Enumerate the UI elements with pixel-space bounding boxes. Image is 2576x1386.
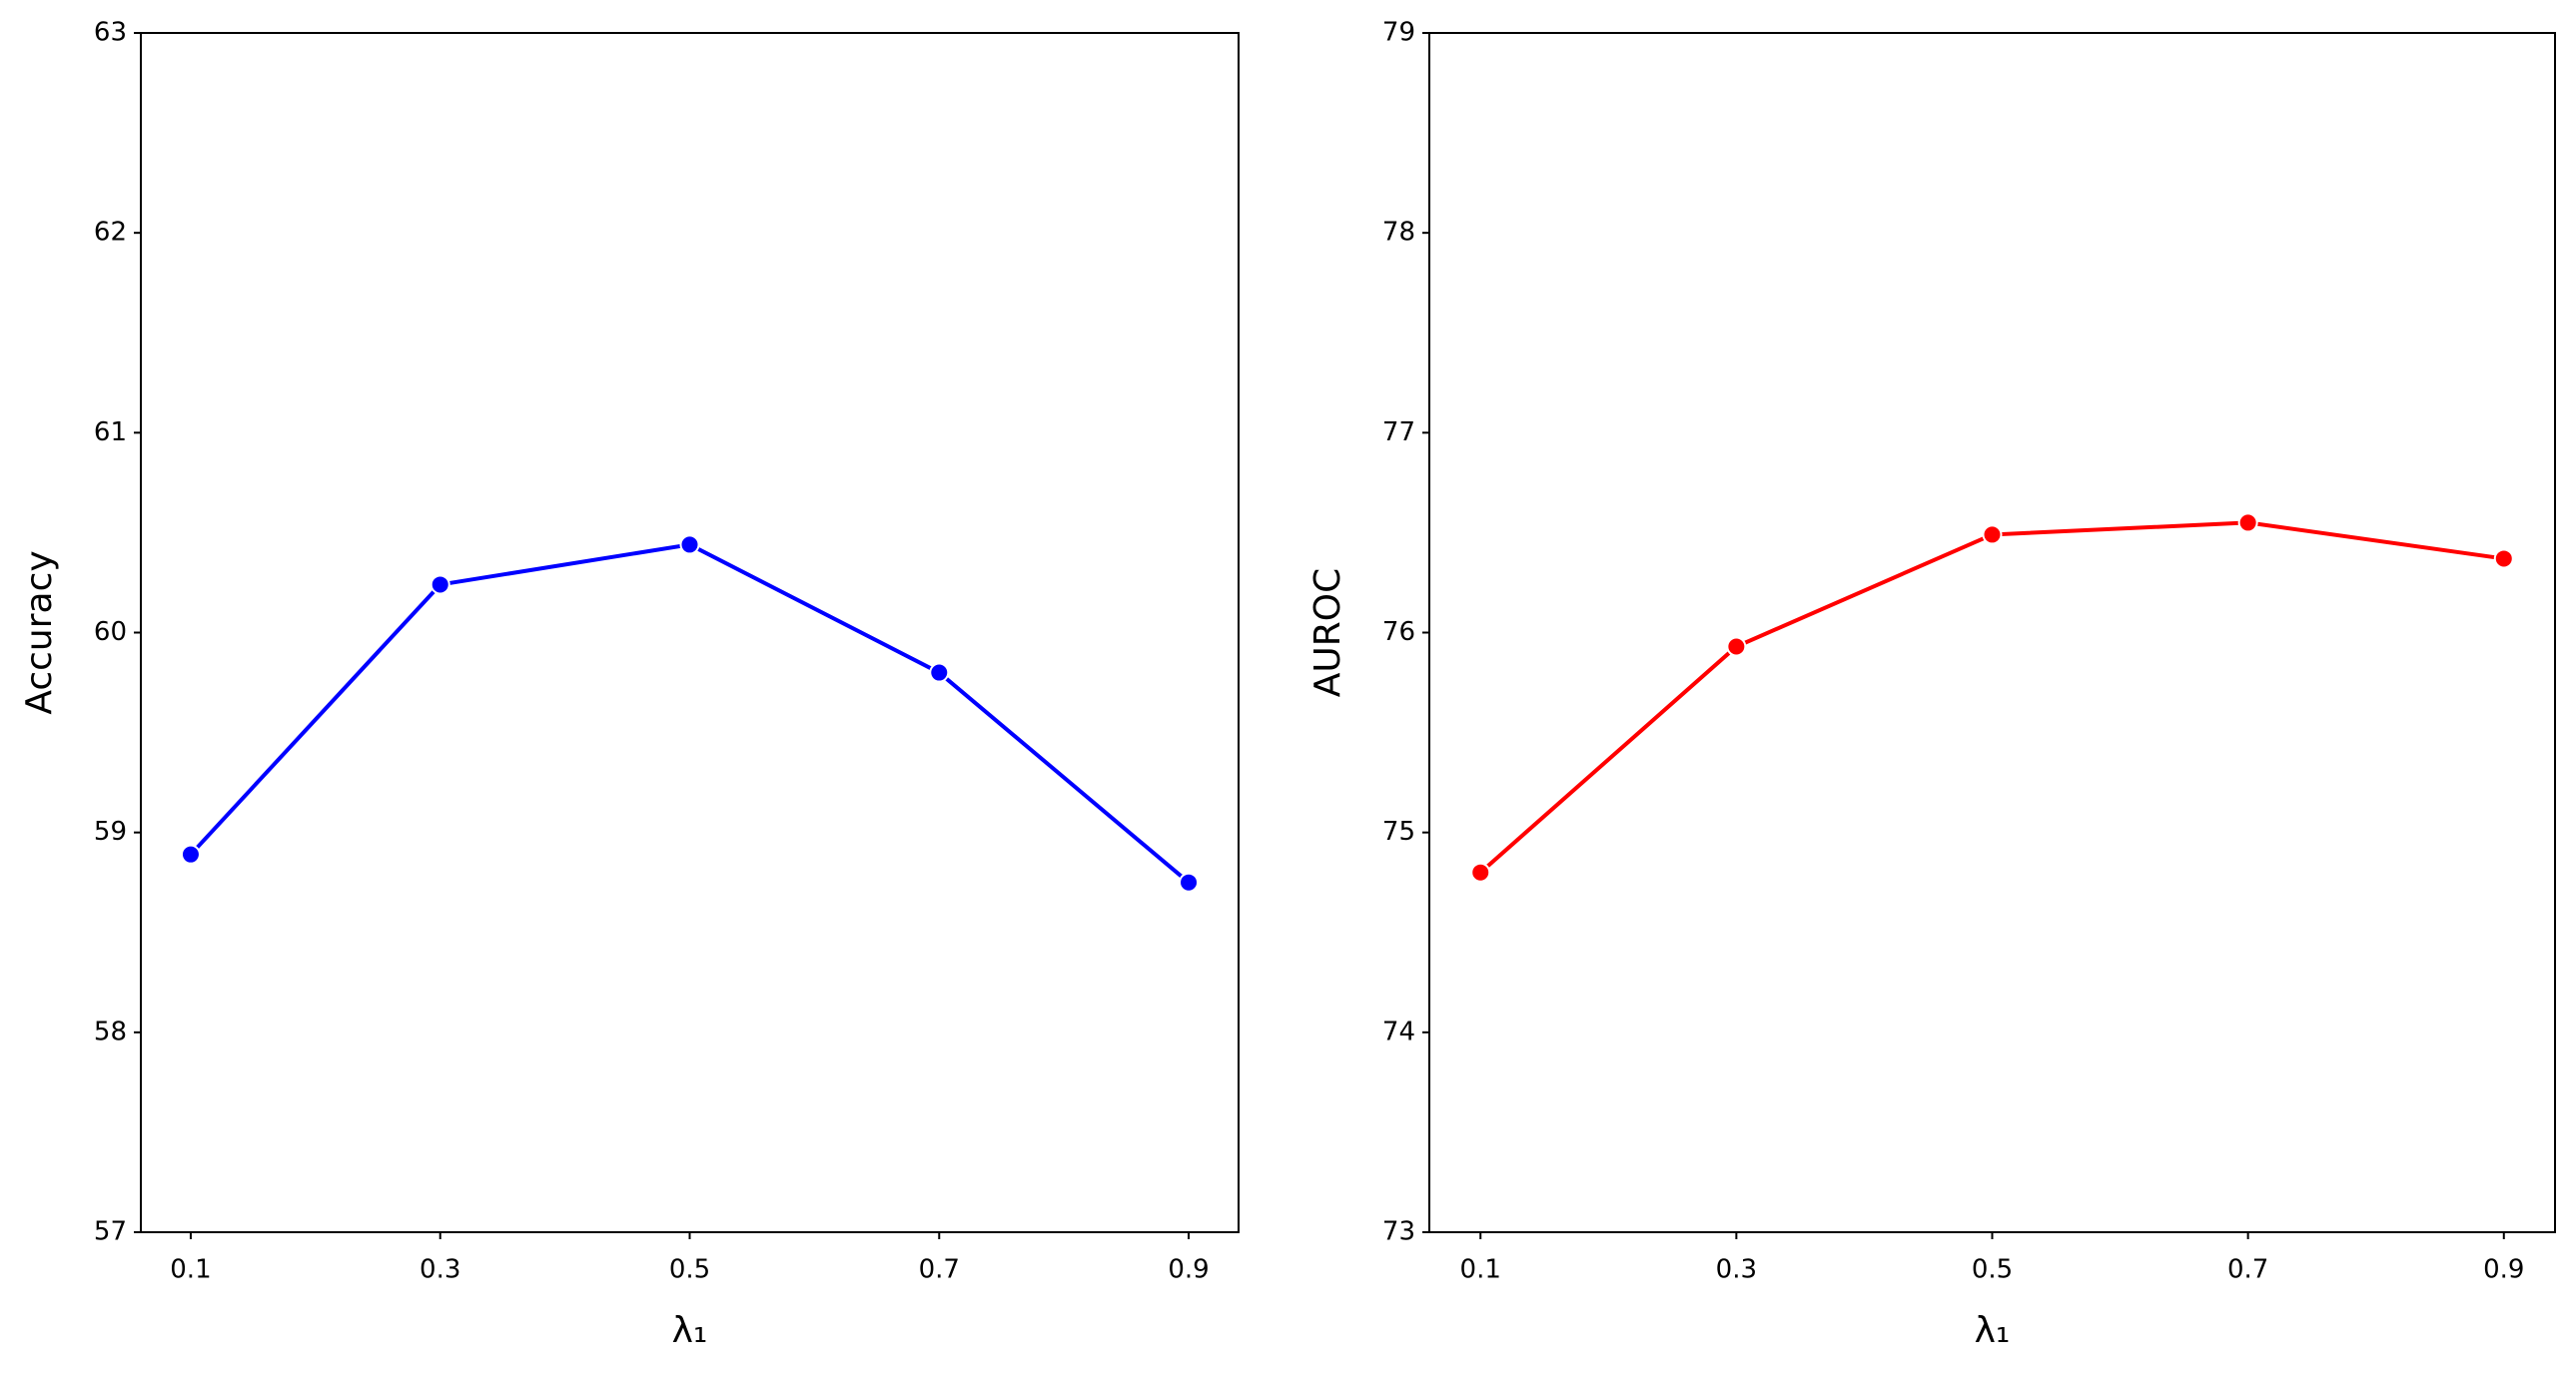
- y-tick-label: 60: [94, 617, 127, 647]
- marker: [2493, 548, 2514, 569]
- x-axis-label: λ₁: [672, 1310, 708, 1351]
- y-tick-label: 57: [94, 1217, 127, 1247]
- x-tick-label: 0.3: [420, 1255, 460, 1285]
- x-tick-label: 0.9: [1168, 1255, 1209, 1285]
- y-tick-label: 75: [1382, 817, 1415, 847]
- x-tick-label: 0.1: [170, 1255, 211, 1285]
- y-axis-label: AUROC: [1307, 568, 1348, 697]
- y-tick-label: 73: [1382, 1217, 1415, 1247]
- marker: [429, 574, 450, 595]
- x-tick-label: 0.7: [2227, 1255, 2268, 1285]
- y-tick-label: 61: [94, 417, 127, 447]
- marker: [1179, 872, 1200, 893]
- axes-frame: [140, 32, 1240, 1233]
- line: [189, 542, 1191, 885]
- axes-frame: [1428, 32, 2556, 1233]
- x-tick-label: 0.1: [1460, 1255, 1501, 1285]
- x-tick-label: 0.9: [2483, 1255, 2524, 1285]
- marker: [2237, 512, 2258, 533]
- y-tick-label: 59: [94, 817, 127, 847]
- marker: [180, 844, 201, 865]
- marker: [929, 662, 950, 683]
- y-tick-label: 74: [1382, 1017, 1415, 1046]
- y-axis-label: Accuracy: [19, 550, 60, 714]
- marker: [1726, 636, 1747, 657]
- x-tick-label: 0.7: [919, 1255, 960, 1285]
- x-tick-label: 0.3: [1716, 1255, 1757, 1285]
- marker: [1470, 862, 1491, 883]
- marker: [679, 534, 700, 555]
- line: [1478, 520, 2505, 875]
- x-axis-label: λ₁: [1975, 1310, 2011, 1351]
- y-tick-label: 62: [94, 218, 127, 248]
- y-tick-label: 76: [1382, 617, 1415, 647]
- y-tick-label: 77: [1382, 417, 1415, 447]
- y-tick-label: 63: [94, 18, 127, 48]
- y-tick-label: 78: [1382, 218, 1415, 248]
- y-tick-label: 79: [1382, 18, 1415, 48]
- x-tick-label: 0.5: [1972, 1255, 2013, 1285]
- x-tick-label: 0.5: [669, 1255, 710, 1285]
- y-tick-label: 58: [94, 1017, 127, 1046]
- marker: [1982, 524, 2003, 545]
